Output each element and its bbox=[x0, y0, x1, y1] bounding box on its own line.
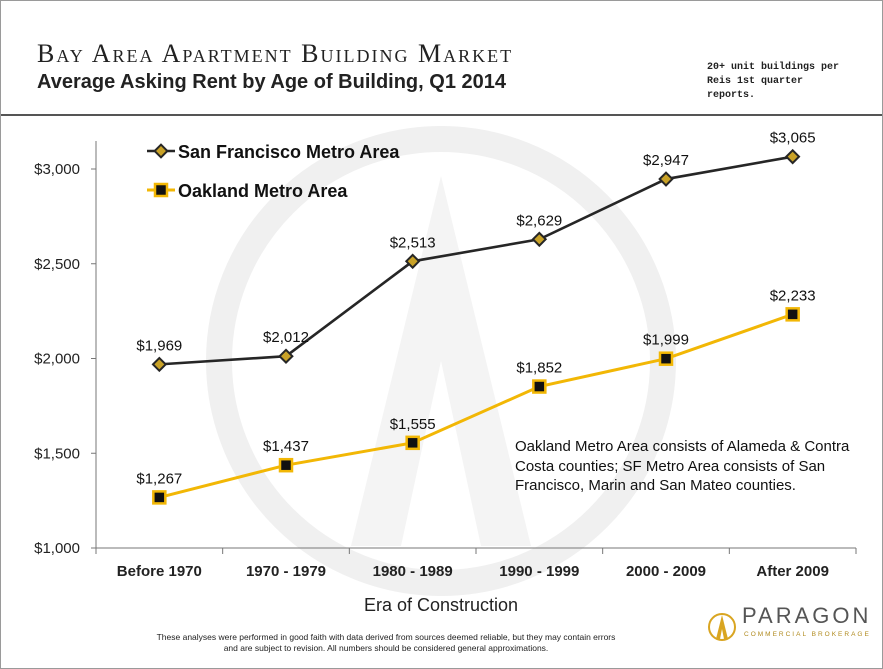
data-label: $1,437 bbox=[263, 438, 309, 455]
paragon-logo-icon bbox=[708, 613, 736, 641]
sf-point bbox=[151, 356, 168, 373]
oakland-point bbox=[658, 351, 674, 366]
sf-point bbox=[531, 231, 548, 248]
x-tick-label: 1980 - 1989 bbox=[373, 563, 453, 580]
sf-point bbox=[404, 253, 421, 270]
y-tick-label: $1,000 bbox=[34, 540, 80, 557]
data-label: $1,999 bbox=[643, 332, 689, 349]
y-tick-label: $1,500 bbox=[34, 445, 80, 462]
x-tick-label: 2000 - 2009 bbox=[626, 563, 706, 580]
series-line-oakland bbox=[158, 312, 794, 499]
data-label: $2,012 bbox=[263, 329, 309, 346]
y-tick-label: $2,000 bbox=[34, 351, 80, 368]
logo-tagline: COMMERCIAL BROKERAGE bbox=[744, 631, 871, 638]
oakland-point bbox=[785, 307, 800, 322]
sf-point bbox=[658, 171, 674, 187]
x-tick-label: 1970 - 1979 bbox=[246, 563, 326, 580]
x-axis-title: Era of Construction bbox=[363, 595, 519, 615]
data-label: $1,267 bbox=[136, 470, 182, 487]
oakland-point bbox=[405, 435, 420, 451]
data-label: $1,969 bbox=[136, 337, 182, 354]
oakland-point bbox=[152, 490, 167, 505]
header-divider bbox=[1, 114, 882, 116]
data-label: $1,852 bbox=[516, 360, 562, 377]
y-tick-label: $3,000 bbox=[34, 161, 80, 178]
chart-subtitle: Average Asking Rent by Age of Building, … bbox=[37, 71, 506, 93]
region-annotation: Oakland Metro Area consists of Alameda &… bbox=[515, 438, 850, 494]
sf-point bbox=[278, 348, 294, 365]
x-tick-label: 1990 - 1999 bbox=[499, 563, 579, 580]
series-line-sf bbox=[159, 155, 793, 366]
y-tick-label: $2,500 bbox=[34, 256, 80, 273]
oakland-point bbox=[278, 457, 294, 473]
sf-point bbox=[784, 148, 801, 165]
x-tick-label: Before 1970 bbox=[117, 563, 202, 580]
data-label: $3,065 bbox=[770, 130, 816, 147]
data-label: $2,233 bbox=[770, 287, 816, 304]
data-label: $2,513 bbox=[390, 234, 436, 251]
logo-name: PARAGON bbox=[742, 603, 872, 628]
chart-title: Bay Area Apartment Building Market bbox=[37, 39, 514, 68]
legend-marker-oakland bbox=[153, 182, 169, 198]
source-note: 20+ unit buildings per Reis 1st quarter … bbox=[707, 62, 840, 101]
x-tick-label: After 2009 bbox=[756, 563, 829, 580]
legend-marker-sf bbox=[153, 143, 169, 159]
data-label: $1,555 bbox=[390, 416, 436, 433]
data-label: $2,629 bbox=[516, 212, 562, 229]
oakland-point bbox=[532, 379, 547, 394]
legend-label-oakland: Oakland Metro Area bbox=[178, 181, 348, 201]
legend-label-sf: San Francisco Metro Area bbox=[178, 142, 400, 162]
data-label: $2,947 bbox=[643, 152, 689, 169]
disclaimer: These analyses were performed in good fa… bbox=[156, 632, 616, 653]
